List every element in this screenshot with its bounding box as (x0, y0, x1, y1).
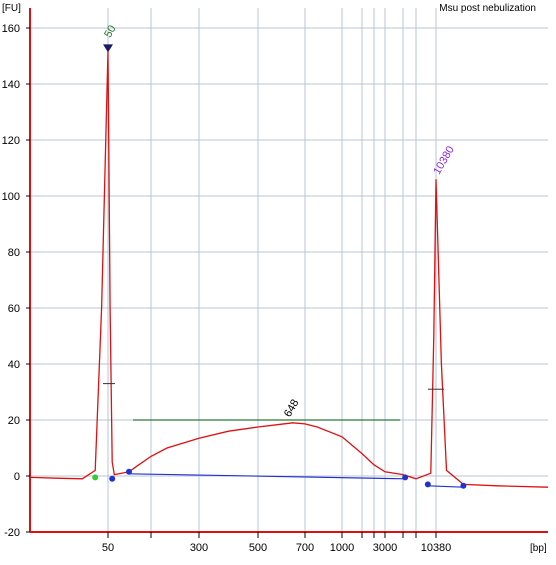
grid-lines (30, 8, 548, 533)
y-tick-label: -20 (4, 527, 20, 539)
peak-boundary-dot (109, 475, 116, 482)
x-tick-label: 10380 (421, 542, 452, 554)
y-tick-label: 100 (2, 191, 20, 203)
y-tick-labels: -20 0 20 40 60 80 100 120 140 160 (2, 23, 30, 539)
y-tick-label: 0 (14, 471, 20, 483)
chart-title: Msu post nebulization (439, 3, 536, 14)
x-tick-labels: 50 300 500 700 1000 3000 10380 (102, 532, 451, 554)
x-tick-label: 3000 (373, 542, 397, 554)
peak-boundary-dot (126, 468, 132, 475)
peak-boundary-dot (460, 482, 467, 489)
y-tick-label: 80 (8, 247, 20, 259)
y-tick-label: 40 (8, 359, 20, 371)
x-tick-label: 1000 (330, 542, 354, 554)
x-tick-label: 700 (296, 542, 314, 554)
plot-background (30, 8, 548, 532)
x-tick-label: 50 (102, 542, 114, 554)
peak-label: 50 (102, 23, 119, 40)
y-tick-label: 60 (8, 303, 20, 315)
x-tick-label: 500 (249, 542, 267, 554)
x-tick-label: 300 (190, 542, 208, 554)
y-tick-label: 140 (2, 79, 20, 91)
peak-boundary-dot (92, 474, 99, 481)
peak-boundary-dot (402, 474, 409, 481)
baseline-trace (427, 485, 464, 488)
axes (29, 8, 548, 533)
signal-trace (30, 50, 549, 488)
peak-boundary-dot (424, 481, 431, 488)
y-tick-label: 160 (2, 23, 20, 35)
y-tick-label: 120 (2, 135, 20, 147)
y-tick-label: 20 (8, 415, 20, 427)
y-axis-label: [FU] (2, 3, 21, 14)
peak-marker-triangle (103, 44, 113, 53)
baseline-trace (128, 473, 406, 480)
plot-area (30, 8, 548, 532)
series-group (30, 50, 549, 488)
x-axis-label: [bp] (530, 543, 547, 554)
